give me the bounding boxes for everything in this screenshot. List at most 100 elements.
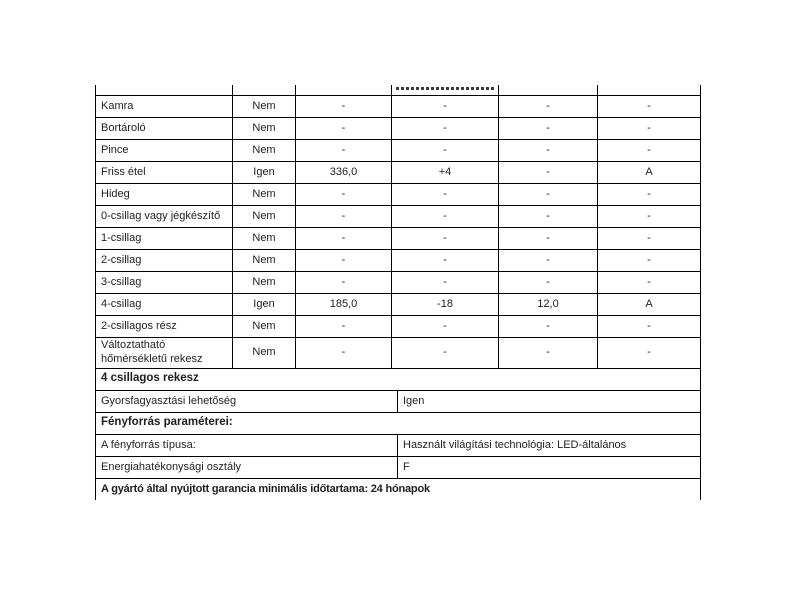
- compartment-present: Igen: [233, 162, 296, 184]
- compartment-rating: -: [598, 338, 701, 369]
- compartment-volume: -: [296, 118, 392, 140]
- clipped-header-cell: [392, 85, 499, 96]
- compartment-present: Nem: [233, 228, 296, 250]
- light-source-type-row: A fényforrás típusa: Használt világítási…: [96, 434, 701, 457]
- compartment-temperature: -: [392, 96, 499, 118]
- row-label: A fényforrás típusa:: [96, 434, 398, 457]
- compartment-rating: -: [598, 118, 701, 140]
- compartment-row: Friss étel Igen 336,0 +4 - A: [96, 162, 701, 184]
- compartment-volume: -: [296, 316, 392, 338]
- compartment-volume: -: [296, 206, 392, 228]
- four-star-section-row: 4 csillagos rekesz: [96, 368, 701, 391]
- product-spec-table: Kamra Nem - - - - Bortároló Nem - - - - …: [95, 85, 702, 500]
- compartment-volume: -: [296, 338, 392, 369]
- compartment-temperature: -18: [392, 294, 499, 316]
- compartment-label: Pince: [96, 140, 233, 162]
- row-label: Gyorsfagyasztási lehetőség: [96, 390, 398, 413]
- compartment-freezing-capacity: -: [499, 272, 598, 294]
- compartment-freezing-capacity: -: [499, 228, 598, 250]
- clipped-header-cell: [296, 85, 392, 96]
- compartment-volume: -: [296, 250, 392, 272]
- compartment-present: Igen: [233, 294, 296, 316]
- compartment-volume: 185,0: [296, 294, 392, 316]
- compartment-freezing-capacity: -: [499, 250, 598, 272]
- compartment-volume: 336,0: [296, 162, 392, 184]
- compartment-rating: -: [598, 184, 701, 206]
- compartment-freezing-capacity: -: [499, 206, 598, 228]
- row-label: Energiahatékonysági osztály: [96, 456, 398, 479]
- warranty-text: A gyártó által nyújtott garancia minimál…: [96, 478, 701, 500]
- compartment-freezing-capacity: -: [499, 338, 598, 369]
- compartment-rating: A: [598, 294, 701, 316]
- compartment-present: Nem: [233, 118, 296, 140]
- compartment-rating: -: [598, 228, 701, 250]
- light-section-row: Fényforrás paraméterei:: [96, 412, 701, 435]
- compartment-temperature: -: [392, 206, 499, 228]
- compartment-temperature: -: [392, 316, 499, 338]
- clipped-header-text-fragment: [396, 87, 494, 90]
- clipped-header-cell: [96, 85, 233, 96]
- compartment-freezing-capacity: -: [499, 140, 598, 162]
- row-value: Használt világítási technológia: LED-ált…: [398, 434, 701, 457]
- compartment-row: Bortároló Nem - - - -: [96, 118, 701, 140]
- compartment-present: Nem: [233, 272, 296, 294]
- compartment-label: 3-csillag: [96, 272, 233, 294]
- compartment-rating: -: [598, 316, 701, 338]
- section-header: Fényforrás paraméterei:: [96, 412, 701, 435]
- compartment-present: Nem: [233, 338, 296, 369]
- compartment-freezing-capacity: 12,0: [499, 294, 598, 316]
- compartment-label: Friss étel: [96, 162, 233, 184]
- row-value: F: [398, 456, 701, 479]
- compartment-row: Pince Nem - - - -: [96, 140, 701, 162]
- compartment-rating: A: [598, 162, 701, 184]
- compartment-freezing-capacity: -: [499, 118, 598, 140]
- compartment-row: 0-csillag vagy jégkészítő Nem - - - -: [96, 206, 701, 228]
- compartment-temperature: -: [392, 184, 499, 206]
- compartment-label: 1-csillag: [96, 228, 233, 250]
- compartment-row: 2-csillagos rész Nem - - - -: [96, 316, 701, 338]
- compartment-label: Bortároló: [96, 118, 233, 140]
- compartment-rating: -: [598, 140, 701, 162]
- compartment-row: 4-csillag Igen 185,0 -18 12,0 A: [96, 294, 701, 316]
- compartment-temperature: -: [392, 272, 499, 294]
- compartment-volume: -: [296, 140, 392, 162]
- compartment-row: Hideg Nem - - - -: [96, 184, 701, 206]
- compartment-freezing-capacity: -: [499, 316, 598, 338]
- compartment-volume: -: [296, 184, 392, 206]
- compartment-rating: -: [598, 206, 701, 228]
- clipped-header-row: [96, 85, 701, 96]
- section-header: 4 csillagos rekesz: [96, 368, 701, 391]
- compartment-volume: -: [296, 228, 392, 250]
- compartment-freezing-capacity: -: [499, 96, 598, 118]
- row-value: Igen: [398, 390, 701, 413]
- compartment-label: Hideg: [96, 184, 233, 206]
- compartment-temperature: -: [392, 338, 499, 369]
- compartment-present: Nem: [233, 140, 296, 162]
- compartment-freezing-capacity: -: [499, 162, 598, 184]
- compartment-present: Nem: [233, 96, 296, 118]
- compartment-rating: -: [598, 250, 701, 272]
- compartment-present: Nem: [233, 184, 296, 206]
- compartment-temperature: -: [392, 118, 499, 140]
- compartment-row: 3-csillag Nem - - - -: [96, 272, 701, 294]
- compartment-temperature: -: [392, 140, 499, 162]
- clipped-header-cell: [233, 85, 296, 96]
- compartment-present: Nem: [233, 206, 296, 228]
- compartment-label: 2-csillagos rész: [96, 316, 233, 338]
- warranty-row: A gyártó által nyújtott garancia minimál…: [96, 478, 701, 500]
- compartment-label: Változtatható hőmérsékletű rekesz: [96, 338, 233, 369]
- compartment-row: Kamra Nem - - - -: [96, 96, 701, 118]
- compartment-temperature: -: [392, 250, 499, 272]
- compartment-row: 1-csillag Nem - - - -: [96, 228, 701, 250]
- clipped-header-cell: [598, 85, 701, 96]
- compartment-volume: -: [296, 272, 392, 294]
- clipped-header-cell: [499, 85, 598, 96]
- compartment-label: 4-csillag: [96, 294, 233, 316]
- compartment-present: Nem: [233, 250, 296, 272]
- compartment-temperature: +4: [392, 162, 499, 184]
- compartment-row: Változtatható hőmérsékletű rekesz Nem - …: [96, 338, 701, 369]
- compartment-temperature: -: [392, 228, 499, 250]
- compartment-rating: -: [598, 272, 701, 294]
- quick-freeze-row: Gyorsfagyasztási lehetőség Igen: [96, 390, 701, 413]
- compartment-label: 2-csillag: [96, 250, 233, 272]
